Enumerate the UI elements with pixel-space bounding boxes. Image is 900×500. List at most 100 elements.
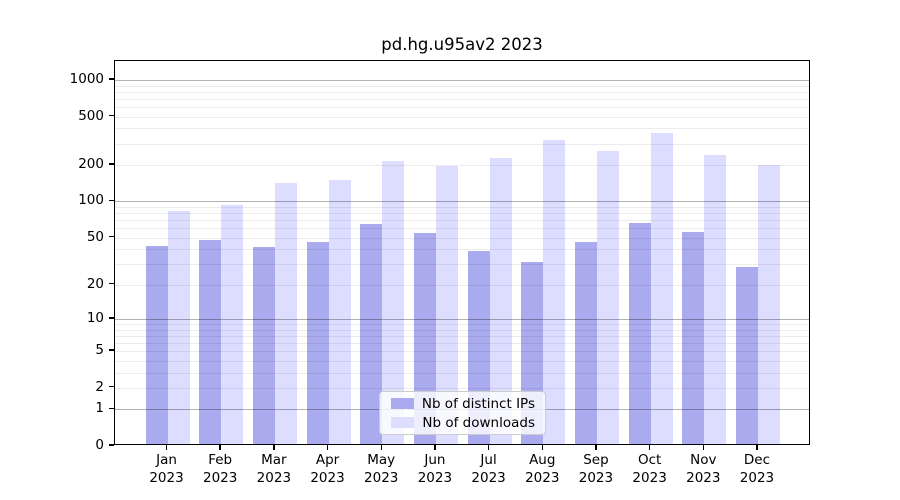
y-tick-label-1000: 1000 [69,70,104,87]
gridline-600 [115,106,809,108]
chart-title: pd.hg.u95av2 2023 [381,35,543,54]
gridline-700 [115,98,809,100]
y-tick-mark-2 [109,386,114,388]
bar-downloads-jul [489,158,512,444]
x-tick-label-mar: Mar 2023 [256,452,292,486]
bar-downloads-aug [543,140,566,444]
bar-downloads-oct [650,133,673,444]
gridline-900 [115,85,809,87]
bar-downloads-feb [221,205,244,444]
bar-downloads-may [382,161,405,444]
bar-downloads-jan [167,211,190,444]
gridline-500 [115,116,809,118]
y-tick-label-20: 20 [86,275,104,292]
bar-distinct-ips-mar [252,247,275,444]
bar-distinct-ips-may [360,223,383,444]
y-tick-mark-100 [109,199,114,202]
legend-swatch-distinct-ips [391,398,414,409]
legend-row-downloads: Nb of downloads [388,414,537,431]
legend-label-distinct-ips: Nb of distinct IPs [421,395,535,412]
y-tick-mark-1 [109,407,114,409]
y-tick-mark-500 [109,114,114,117]
bar-downloads-mar [274,182,297,444]
x-tick-label-oct: Oct 2023 [632,452,667,486]
gridline-50 [115,237,809,239]
plot-area [114,60,810,445]
legend-swatch-downloads [391,417,414,428]
bar-downloads-dec [757,164,780,444]
bar-downloads-nov [704,154,727,444]
gridline-8 [115,329,809,331]
gridline-6 [115,342,809,344]
y-tick-label-2: 2 [95,378,104,395]
x-tick-mark-jul [487,445,490,450]
gridline-7 [115,335,809,337]
x-tick-mark-may [380,445,382,450]
gridline-100 [115,201,809,203]
x-tick-label-sep: Sep 2023 [578,452,614,486]
gridline-2 [115,387,809,389]
y-tick-label-50: 50 [86,228,104,245]
gridline-30 [115,264,809,266]
gridline-1000 [115,79,809,81]
gridline-10 [115,318,809,320]
y-tick-label-1: 1 [95,400,104,417]
y-tick-mark-0 [109,444,114,446]
y-tick-label-0: 0 [95,437,104,453]
bar-distinct-ips-oct [628,222,651,444]
y-tick-mark-5 [109,349,114,351]
x-tick-label-dec: Dec 2023 [739,452,775,486]
x-tick-label-feb: Feb 2023 [202,452,238,486]
gridline-300 [115,143,809,145]
x-tick-label-jun: Jun 2023 [417,452,453,486]
gridline-20 [115,284,809,286]
bar-distinct-ips-apr [306,242,329,444]
x-tick-mark-oct [648,445,651,450]
bar-distinct-ips-nov [682,231,705,444]
y-tick-mark-200 [109,163,114,165]
x-tick-mark-dec [756,445,758,450]
bar-downloads-jun [435,166,458,444]
x-tick-label-nov: Nov 2023 [686,452,721,486]
y-tick-label-10: 10 [86,309,104,326]
bar-distinct-ips-feb [199,240,222,444]
x-tick-mark-feb [219,445,221,450]
x-tick-label-may: May 2023 [364,452,399,486]
gridline-400 [115,128,809,130]
y-tick-mark-50 [109,235,114,238]
x-tick-label-jul: Jul 2023 [471,452,506,486]
legend-label-downloads: Nb of downloads [422,414,535,431]
gridline-70 [115,220,809,222]
bar-distinct-ips-jan [145,245,168,444]
gridline-4 [115,360,809,362]
y-tick-label-500: 500 [78,107,104,124]
gridline-80 [115,213,809,215]
legend: Nb of distinct IPs Nb of downloads [379,391,546,435]
bar-downloads-sep [596,151,619,444]
gridline-800 [115,91,809,93]
y-tick-label-200: 200 [78,156,104,172]
x-tick-mark-jan [165,445,168,450]
gridline-90 [115,206,809,208]
x-tick-mark-apr [326,445,329,450]
y-tick-label-100: 100 [78,192,104,209]
gridline-3 [115,372,809,374]
x-tick-mark-jun [434,445,436,450]
x-tick-mark-aug [541,445,543,450]
x-tick-mark-mar [273,445,275,450]
gridline-40 [115,249,809,251]
gridline-200 [115,165,809,166]
y-tick-mark-20 [109,282,114,285]
y-tick-mark-10 [109,317,114,319]
legend-row-distinct-ips: Nb of distinct IPs [388,395,537,412]
gridline-9 [115,324,809,325]
x-tick-label-aug: Aug 2023 [525,452,560,486]
gridline-60 [115,228,809,230]
x-tick-mark-sep [595,445,597,450]
y-tick-label-5: 5 [95,342,104,359]
bar-distinct-ips-dec [735,267,758,444]
x-tick-mark-nov [702,445,704,450]
gridline-5 [115,351,809,353]
y-tick-mark-1000 [109,78,114,80]
